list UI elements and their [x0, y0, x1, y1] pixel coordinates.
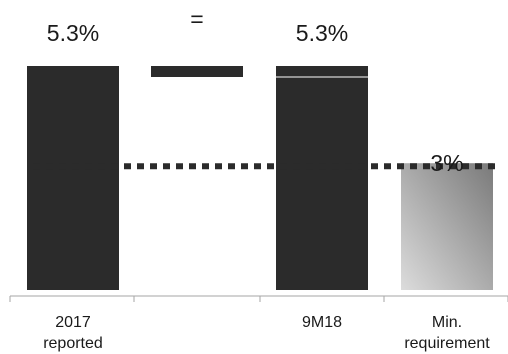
category-label-2017: 2017 — [55, 314, 91, 331]
bar-min-requirement — [401, 163, 493, 290]
bar-value-label-2017: 5.3% — [47, 20, 99, 46]
bar-9m18 — [276, 66, 368, 290]
bar-value-label-min-requirement: 3% — [430, 150, 463, 176]
bar-value-label-change: = — [190, 6, 203, 32]
category-label-9m18: 9M18 — [302, 314, 342, 331]
bar-change-floating — [151, 66, 243, 77]
category-label-requirement: requirement — [404, 335, 490, 352]
category-label-min: Min. — [432, 314, 462, 331]
bar-2017-reported — [27, 66, 119, 290]
bar-value-label-9m18: 5.3% — [296, 20, 348, 46]
category-label-reported: reported — [43, 335, 103, 352]
